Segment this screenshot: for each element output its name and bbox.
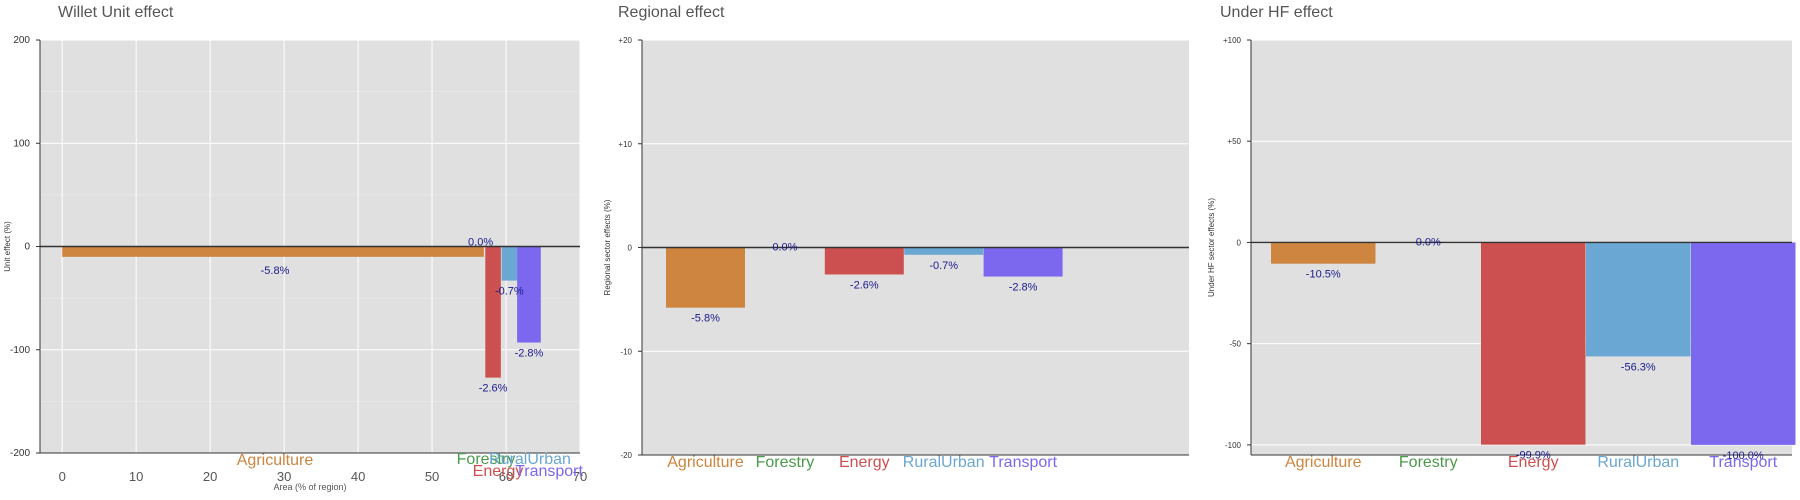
bar-transport <box>517 246 541 343</box>
category-label-forestry: Forestry <box>457 451 516 468</box>
data-label: -0.7% <box>495 286 524 298</box>
chart-title: Under HF effect <box>1220 4 1333 21</box>
y-tick-label: -100 <box>1225 441 1242 450</box>
data-label: 0.0% <box>772 242 797 254</box>
data-label: -56.3% <box>1621 361 1656 373</box>
chart-regional-effect: -5.8% 0.0% -2.6% -0.7% -2.8% +20 +10 0 -10 -20 Agr… <box>603 36 1189 471</box>
bar-energy <box>824 247 904 275</box>
bar-ruralurban <box>501 246 518 281</box>
x-tick-label: 30 <box>277 469 291 484</box>
bar-transport <box>1691 242 1796 445</box>
y-tick-label: 100 <box>13 138 30 149</box>
data-label: -5.8% <box>691 313 720 325</box>
category-label-ruralurban: RuralUrban <box>1597 454 1679 471</box>
bar-energy <box>485 246 501 378</box>
y-tick-label: 0 <box>24 242 30 253</box>
category-label-transport: Transport <box>989 454 1057 471</box>
category-label-ruralurban: RuralUrban <box>903 454 985 471</box>
y-tick-label: +100 <box>1223 36 1242 45</box>
bar-transport <box>983 247 1063 277</box>
x-tick-label: 40 <box>351 469 365 484</box>
y-tick-label: -200 <box>10 448 30 459</box>
category-label-agriculture: Agriculture <box>1285 454 1362 471</box>
x-tick-label: 20 <box>203 469 217 484</box>
y-tick-label: 0 <box>628 244 633 253</box>
category-label-energy: Energy <box>473 463 524 480</box>
y-tick-label: +20 <box>618 36 632 45</box>
category-label-energy: Energy <box>839 454 890 471</box>
y-axis-label: Regional sector effects (%) <box>603 199 612 295</box>
category-label-forestry: Forestry <box>1399 454 1458 471</box>
category-label-ruralurban: RuralUrban <box>489 451 571 468</box>
y-tick-label: +10 <box>618 140 632 149</box>
y-tick-label: -10 <box>620 347 632 356</box>
category-label-transport: Transport <box>515 463 583 480</box>
y-tick-label: -100 <box>10 345 30 356</box>
x-axis-label: Area (% of region) <box>273 482 346 492</box>
x-tick-label: 60 <box>499 469 513 484</box>
data-label: 0.0% <box>1416 236 1441 248</box>
category-label-transport: Transport <box>1709 454 1777 471</box>
bar-ruralurban <box>904 247 984 255</box>
chart-title: Regional effect <box>618 4 725 21</box>
data-label: -5.8% <box>261 265 290 277</box>
x-tick-label: 70 <box>573 469 587 484</box>
bar-agriculture <box>666 247 746 308</box>
data-label: -10.5% <box>1306 269 1341 281</box>
data-label: -0.7% <box>929 260 958 272</box>
y-axis-label: Unit effect (%) <box>3 221 12 272</box>
category-label-energy: Energy <box>1508 454 1559 471</box>
data-label: -2.8% <box>1009 282 1038 294</box>
data-label: -99.9% <box>1516 450 1551 462</box>
x-tick-label: 0 <box>59 469 66 484</box>
data-label: -2.8% <box>515 348 544 360</box>
y-tick-label: -20 <box>620 451 632 460</box>
data-label: -2.6% <box>850 279 879 291</box>
bar-energy <box>1481 242 1586 445</box>
x-tick-label: 10 <box>129 469 143 484</box>
y-tick-label: +50 <box>1227 137 1241 146</box>
chart-title: Willet Unit effect <box>58 4 174 21</box>
chart-willet-unit-effect: -5.8% 0.0% -2.6% -0.7% -2.8% 200 100 0 -100 -200 0… <box>3 35 587 492</box>
data-label: -2.6% <box>479 383 508 395</box>
data-label: 0.0% <box>468 237 493 249</box>
y-tick-label: 0 <box>1237 238 1242 247</box>
panel-under-hf-effect: Under HF effect -10.5% 0.0% -99.9% -56.3% -1… <box>1200 0 1800 500</box>
y-axis-label: Under HF sector effects (%) <box>1207 198 1216 297</box>
y-tick-label: 200 <box>13 35 30 46</box>
chart-under-hf-effect: -10.5% 0.0% -99.9% -56.3% -100.0% +100 +50 0 -50… <box>1207 36 1796 471</box>
x-tick-label: 50 <box>425 469 439 484</box>
panel-regional-effect: Regional effect -5.8% 0.0% -2.6% -0.7% -2.8%… <box>600 0 1200 500</box>
category-label-agriculture: Agriculture <box>667 454 744 471</box>
bar-ruralurban <box>1586 242 1691 357</box>
data-label: -100.0% <box>1723 450 1764 462</box>
panel-willet-unit-effect: Willet Unit effect -5.8% 0.0% -2.6% -0.7% -2… <box>0 0 600 500</box>
category-label-forestry: Forestry <box>756 454 815 471</box>
category-label-agriculture: Agriculture <box>237 452 314 469</box>
bar-agriculture <box>62 246 484 257</box>
bar-agriculture <box>1271 242 1376 264</box>
y-tick-label: -50 <box>1229 340 1241 349</box>
